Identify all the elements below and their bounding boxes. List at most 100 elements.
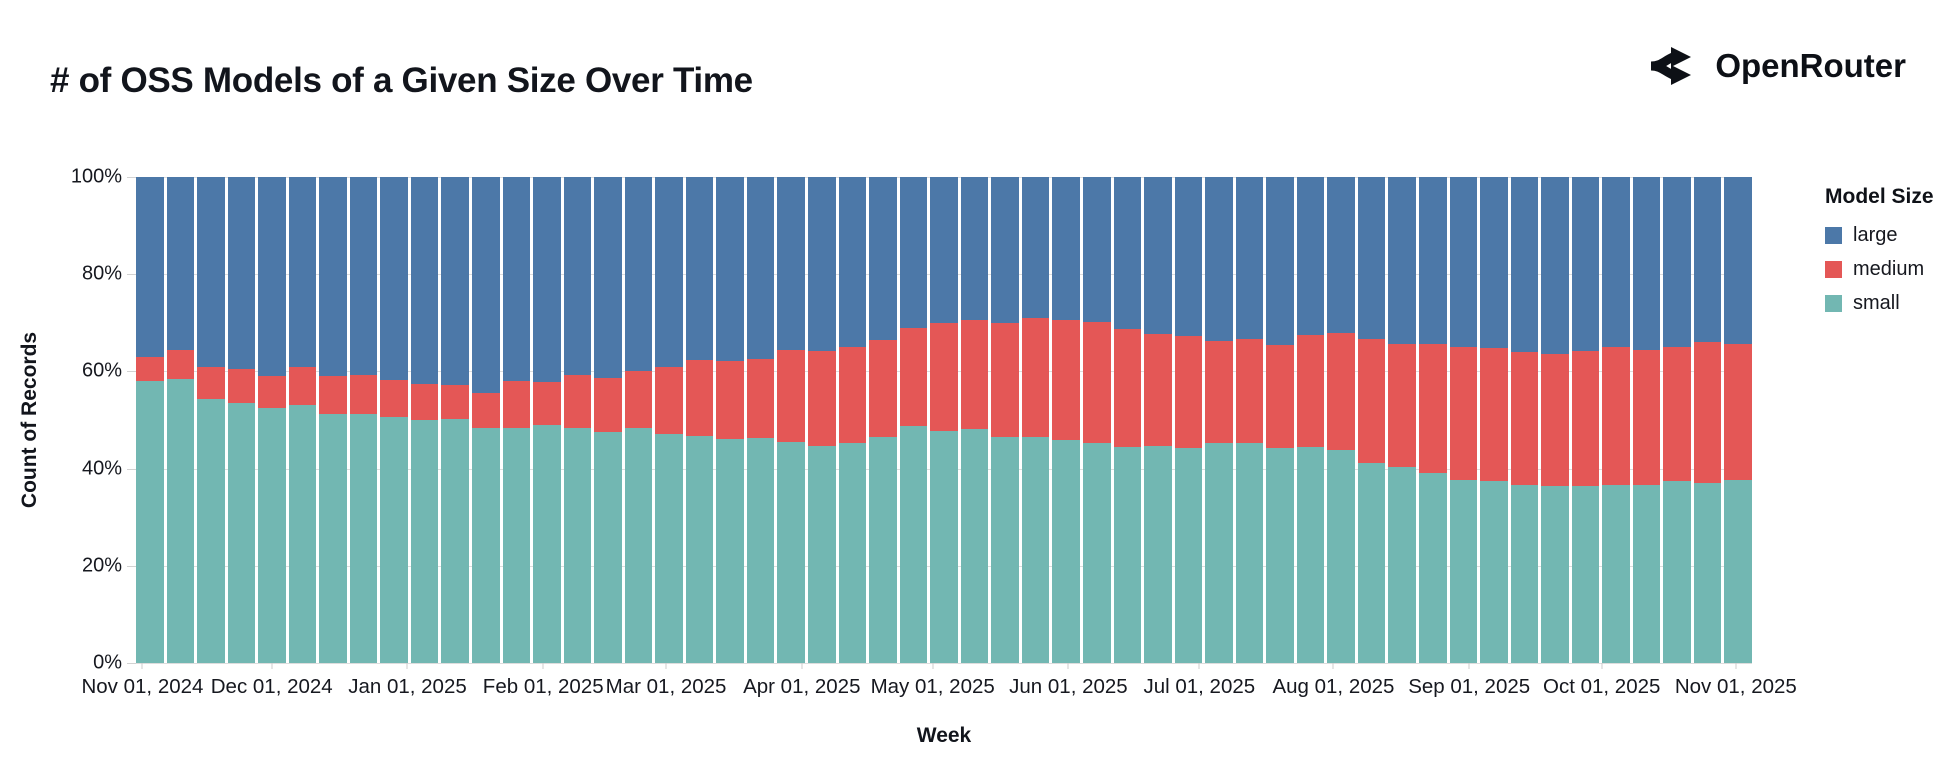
bar-segment-large[interactable] xyxy=(502,177,531,381)
bar-segment-small[interactable] xyxy=(1082,443,1111,663)
bar-segment-small[interactable] xyxy=(472,427,500,663)
bar-segment-small[interactable] xyxy=(869,437,897,663)
bar-segment-small[interactable] xyxy=(410,419,439,663)
bar-segment-small[interactable] xyxy=(1144,445,1172,663)
bar-segment-medium[interactable] xyxy=(1418,343,1447,473)
bar-segment-large[interactable] xyxy=(136,177,164,357)
bar-segment-medium[interactable] xyxy=(685,360,714,437)
bar-segment-medium[interactable] xyxy=(1144,334,1172,446)
bar-segment-small[interactable] xyxy=(563,428,592,663)
bar-segment-medium[interactable] xyxy=(258,376,286,409)
bar-segment-small[interactable] xyxy=(808,445,836,663)
bar-segment-large[interactable] xyxy=(380,177,408,381)
bar-segment-small[interactable] xyxy=(716,438,744,663)
bar-segment-large[interactable] xyxy=(319,177,347,377)
bar-segment-large[interactable] xyxy=(991,177,1019,323)
bar-segment-large[interactable] xyxy=(1082,177,1111,322)
bar-segment-small[interactable] xyxy=(258,408,286,663)
bar-segment-small[interactable] xyxy=(1052,439,1080,663)
bar-segment-small[interactable] xyxy=(1480,480,1508,663)
bar-segment-large[interactable] xyxy=(624,177,653,372)
bar-segment-small[interactable] xyxy=(930,430,958,663)
bar-segment-small[interactable] xyxy=(594,432,622,663)
bar-segment-small[interactable] xyxy=(655,434,683,663)
bar-segment-large[interactable] xyxy=(349,177,378,375)
bar-segment-small[interactable] xyxy=(1174,448,1203,663)
bar-segment-medium[interactable] xyxy=(777,350,806,442)
bar-segment-large[interactable] xyxy=(472,177,500,393)
bar-segment-large[interactable] xyxy=(930,177,958,323)
bar-segment-medium[interactable] xyxy=(1724,343,1752,480)
bar-segment-small[interactable] xyxy=(1021,437,1050,663)
bar-segment-large[interactable] xyxy=(1357,177,1386,340)
bar-segment-large[interactable] xyxy=(838,177,867,347)
bar-segment-small[interactable] xyxy=(1693,482,1722,663)
bar-segment-large[interactable] xyxy=(1418,177,1447,344)
bar-segment-large[interactable] xyxy=(1327,177,1355,334)
bar-segment-large[interactable] xyxy=(746,177,775,359)
bar-segment-large[interactable] xyxy=(899,177,928,329)
bar-segment-small[interactable] xyxy=(1418,472,1447,663)
bar-segment-medium[interactable] xyxy=(655,367,683,435)
bar-segment-large[interactable] xyxy=(1113,177,1142,330)
bar-segment-small[interactable] xyxy=(166,378,195,663)
bar-segment-medium[interactable] xyxy=(502,380,531,428)
bar-segment-large[interactable] xyxy=(533,177,561,383)
bar-segment-small[interactable] xyxy=(1632,485,1661,663)
bar-segment-small[interactable] xyxy=(1327,449,1355,663)
bar-segment-medium[interactable] xyxy=(166,349,195,379)
bar-segment-medium[interactable] xyxy=(288,366,317,406)
bar-segment-medium[interactable] xyxy=(1449,347,1478,480)
bar-segment-medium[interactable] xyxy=(1205,341,1233,443)
bar-segment-large[interactable] xyxy=(869,177,897,341)
bar-segment-large[interactable] xyxy=(1571,177,1600,351)
bar-segment-medium[interactable] xyxy=(899,328,928,427)
bar-segment-medium[interactable] xyxy=(1602,347,1630,485)
bar-segment-large[interactable] xyxy=(441,177,470,385)
bar-segment-large[interactable] xyxy=(960,177,989,320)
bar-segment-small[interactable] xyxy=(533,425,561,663)
bar-segment-medium[interactable] xyxy=(563,375,592,429)
bar-segment-small[interactable] xyxy=(1571,486,1600,663)
bar-segment-small[interactable] xyxy=(227,402,256,663)
bar-segment-small[interactable] xyxy=(288,405,317,663)
bar-segment-large[interactable] xyxy=(1205,177,1233,342)
bar-segment-small[interactable] xyxy=(1357,462,1386,663)
bar-segment-medium[interactable] xyxy=(930,322,958,431)
bar-segment-medium[interactable] xyxy=(1174,335,1203,449)
bar-segment-small[interactable] xyxy=(1602,484,1630,663)
bar-segment-large[interactable] xyxy=(1174,177,1203,336)
bar-segment-large[interactable] xyxy=(808,177,836,351)
bar-segment-small[interactable] xyxy=(1388,466,1416,663)
bar-segment-large[interactable] xyxy=(166,177,195,350)
bar-segment-medium[interactable] xyxy=(869,340,897,438)
bar-segment-medium[interactable] xyxy=(136,356,164,382)
bar-segment-small[interactable] xyxy=(991,436,1019,663)
bar-segment-large[interactable] xyxy=(288,177,317,367)
bar-segment-medium[interactable] xyxy=(1266,345,1294,448)
bar-segment-medium[interactable] xyxy=(227,368,256,403)
bar-segment-medium[interactable] xyxy=(1571,350,1600,487)
bar-segment-large[interactable] xyxy=(655,177,683,368)
bar-segment-large[interactable] xyxy=(685,177,714,361)
bar-segment-large[interactable] xyxy=(410,177,439,385)
bar-segment-medium[interactable] xyxy=(746,358,775,439)
bar-segment-medium[interactable] xyxy=(472,392,500,428)
bar-segment-large[interactable] xyxy=(1663,177,1691,347)
bar-segment-large[interactable] xyxy=(1021,177,1050,319)
bar-segment-medium[interactable] xyxy=(594,377,622,433)
bar-segment-large[interactable] xyxy=(197,177,225,367)
bar-segment-large[interactable] xyxy=(1541,177,1569,354)
bar-segment-large[interactable] xyxy=(1449,177,1478,348)
bar-segment-medium[interactable] xyxy=(716,361,744,439)
bar-segment-medium[interactable] xyxy=(380,380,408,417)
bar-segment-small[interactable] xyxy=(319,413,347,663)
bar-segment-medium[interactable] xyxy=(1541,353,1569,487)
bar-segment-small[interactable] xyxy=(624,428,653,663)
bar-segment-large[interactable] xyxy=(1296,177,1325,336)
bar-segment-large[interactable] xyxy=(1480,177,1508,348)
bar-segment-large[interactable] xyxy=(258,177,286,377)
bar-segment-small[interactable] xyxy=(1449,479,1478,663)
bar-segment-small[interactable] xyxy=(502,427,531,663)
bar-segment-large[interactable] xyxy=(1052,177,1080,320)
